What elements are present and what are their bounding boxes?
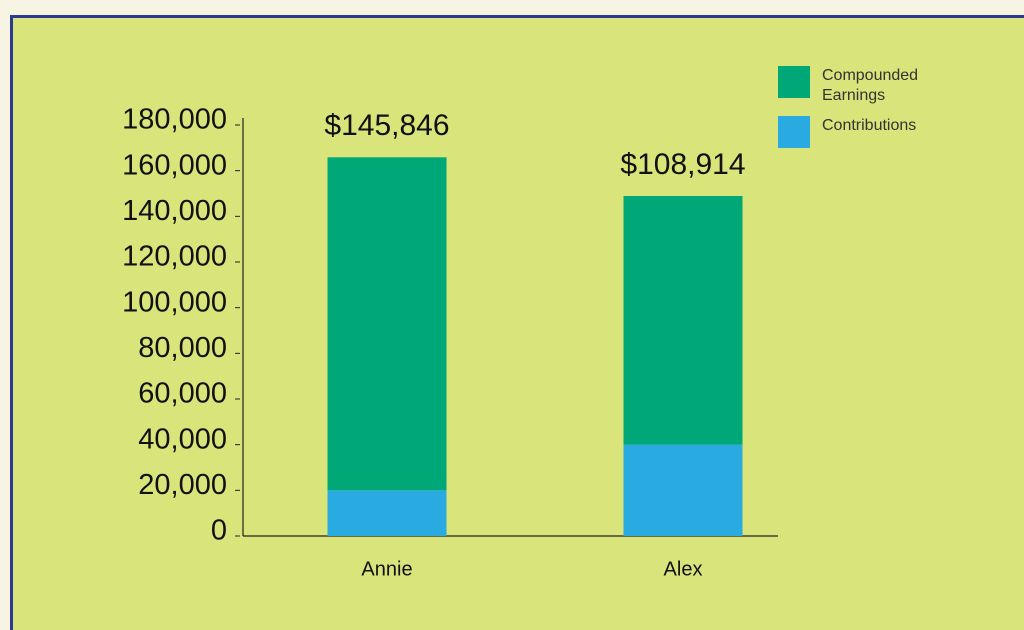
legend: Compounded Earnings Contributions <box>778 66 978 158</box>
bar-segment <box>623 195 743 445</box>
y-tick-label: 160,000 <box>122 149 227 181</box>
y-tick-label: 80,000 <box>138 332 227 364</box>
bar-segment <box>327 490 447 536</box>
y-tick-label: 40,000 <box>138 423 227 455</box>
legend-swatch <box>778 116 810 148</box>
panel <box>10 15 1024 630</box>
x-tick-label: Annie <box>361 558 412 580</box>
legend-label: Contributions <box>822 117 917 134</box>
bar-segment <box>327 157 447 491</box>
x-tick-label: Alex <box>664 558 703 580</box>
y-tick-label: 100,000 <box>122 286 227 318</box>
y-tick-label: 20,000 <box>138 469 227 501</box>
legend-label: Compounded Earnings <box>822 67 919 104</box>
y-tick-label: 0 <box>211 515 227 547</box>
y-tick-label: 120,000 <box>122 241 227 273</box>
total-label: $145,846 <box>324 109 449 142</box>
legend-swatch <box>778 66 810 98</box>
bar-segment <box>623 444 743 536</box>
legend-item: Contributions <box>778 116 978 148</box>
total-label: $108,914 <box>620 148 745 181</box>
y-tick-label: 60,000 <box>138 378 227 410</box>
y-tick-label: 180,000 <box>122 104 227 136</box>
legend-item: Compounded Earnings <box>778 66 978 106</box>
y-tick-label: 140,000 <box>122 195 227 227</box>
